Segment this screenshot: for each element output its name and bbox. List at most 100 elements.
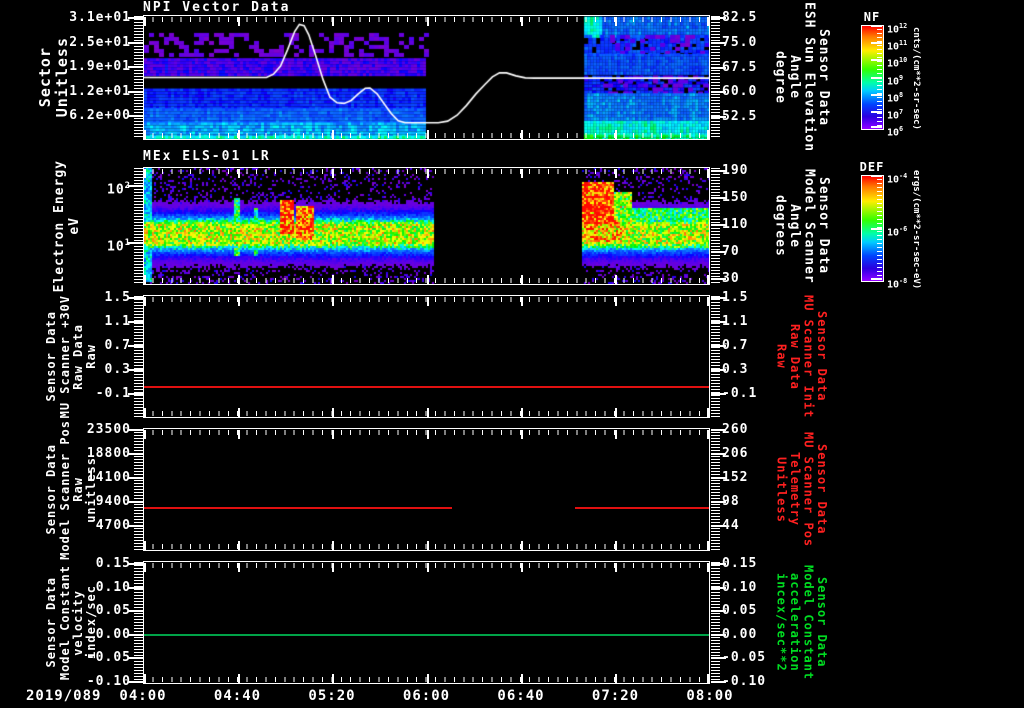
- panel-els-spectrogram: [143, 167, 710, 285]
- x-axis-major-tick: [144, 275, 146, 284]
- y-axis-major-tick: [128, 562, 144, 565]
- x-axis-major-tick: [238, 408, 241, 417]
- axis-label-scanpos-left: Sensor Data Model Scanner Pos Raw unitless: [28, 420, 116, 560]
- axis-label-line: acceleration: [788, 573, 802, 672]
- y-axis-minor-ticks-left: [134, 16, 143, 139]
- x-axis-major-tick: [426, 674, 429, 683]
- colorbar-unit-text: cnts/(cm**2-sr-sec): [911, 27, 921, 130]
- y-tick-label: 70: [722, 244, 740, 260]
- y-axis-major-tick: [128, 428, 144, 431]
- x-axis-major-tick: [707, 275, 709, 284]
- axis-label-line: Raw Data: [788, 323, 802, 390]
- axis-label-line: unitless: [84, 456, 99, 523]
- x-tick-label: 05:20: [308, 688, 356, 704]
- x-axis-major-tick: [426, 541, 429, 550]
- colorbar-tick-label: 106: [887, 125, 904, 139]
- y-axis-major-tick: [711, 251, 726, 254]
- x-axis-major-tick: [332, 408, 335, 417]
- axis-label-line: Raw: [84, 344, 99, 369]
- y-tick-label: 0.10: [722, 579, 758, 595]
- y-tick-label: 67.5: [722, 59, 758, 75]
- colorbar-tick-label: 109: [887, 73, 904, 87]
- axis-label-npi-right: Sensor Data ESH Sun Elevation Angle degree: [758, 2, 844, 152]
- axis-label-modelconst-right: Sensor Data Model Constant acceleration inc…: [758, 561, 844, 684]
- x-axis-major-tick: [332, 130, 335, 139]
- y-tick-label: -0.05: [86, 650, 131, 666]
- x-axis-major-tick: [520, 563, 523, 572]
- axis-label-line: Model Constant: [801, 564, 816, 681]
- y-axis-major-tick: [711, 320, 726, 323]
- axis-label-line: Sensor Data: [816, 28, 832, 127]
- x-axis-major-tick: [614, 275, 617, 284]
- x-axis-major-tick: [238, 674, 241, 683]
- x-axis-major-tick: [426, 275, 429, 284]
- colorbar-unit-label: cnts/(cm**2-sr-sec): [908, 15, 924, 142]
- colorbar-def-title: DEF: [859, 160, 885, 174]
- colorbar-major-tick: [871, 25, 882, 27]
- y-axis-major-tick: [128, 524, 144, 527]
- axis-label-line: Raw: [71, 477, 85, 502]
- y-axis-major-tick: [711, 369, 726, 372]
- x-axis-major-tick: [707, 169, 709, 178]
- x-axis-major-tick: [332, 17, 335, 26]
- x-axis-major-tick: [332, 297, 335, 306]
- y-tick-label: 18800: [86, 445, 131, 461]
- y-axis-major-tick: [711, 562, 726, 565]
- y-axis-major-tick: [711, 115, 726, 118]
- axis-label-line: Sensor Data: [814, 577, 829, 668]
- x-axis-major-tick: [144, 563, 146, 572]
- y-axis-major-tick: [128, 476, 144, 479]
- colorbar-major-tick: [871, 278, 882, 280]
- axis-label-line: Telemetry: [788, 452, 802, 527]
- x-axis-major-tick: [238, 430, 241, 439]
- colorbar-tick-label: 108: [887, 90, 904, 104]
- axis-label-line: MU Scanner Init: [801, 294, 816, 419]
- x-axis-major-tick: [332, 275, 335, 284]
- y-axis-major-tick: [128, 657, 144, 660]
- x-tick-label: 08:00: [686, 688, 734, 704]
- x-axis-major-tick: [144, 130, 146, 139]
- colorbar-tick-label: 1011: [887, 39, 908, 53]
- y-tick-label: 110: [722, 217, 749, 233]
- x-axis-major-tick: [426, 563, 429, 572]
- y-tick-label: -0.10: [722, 674, 767, 690]
- y-axis-major-tick: [711, 657, 726, 660]
- colorbar-tick-label: 1010: [887, 56, 908, 70]
- y-axis-major-tick: [711, 525, 726, 528]
- y-axis-major-tick: [711, 428, 726, 431]
- colorbar-major-tick: [871, 93, 882, 96]
- y-tick-label: 30: [722, 271, 740, 287]
- x-axis-major-tick: [144, 430, 146, 439]
- x-axis-date-label: 2019/089: [26, 688, 102, 704]
- data-line: [144, 506, 453, 509]
- x-axis-major-tick: [238, 563, 241, 572]
- colorbar-tick-label: 10-6: [887, 224, 908, 238]
- y-axis-major-tick: [711, 169, 726, 172]
- y-axis-minor-ticks-right: [711, 296, 720, 417]
- x-axis-major-tick: [520, 275, 523, 284]
- y-axis-major-tick: [711, 278, 726, 281]
- x-axis-major-tick: [426, 169, 429, 178]
- colorbar-major-tick: [871, 76, 882, 79]
- axis-label-line: Sensor Data: [44, 577, 59, 668]
- x-axis-major-tick: [614, 408, 617, 417]
- y-tick-label: 52.5: [722, 108, 758, 124]
- y-axis-major-tick: [128, 66, 144, 69]
- x-axis-major-tick: [426, 430, 429, 439]
- y-tick-label: 1.5: [104, 289, 131, 305]
- y-tick-label: 0.3: [722, 362, 749, 378]
- y-tick-label: 2.5e+01: [69, 34, 131, 50]
- x-axis-major-tick: [238, 130, 241, 139]
- panel-els-title: MEx ELS-01 LR: [143, 149, 271, 164]
- x-axis-major-tick: [144, 169, 146, 178]
- axis-label-scanpos-right: Sensor Data MU Scanner Pos Telemetry Unitle…: [758, 428, 844, 551]
- data-line: [574, 506, 709, 509]
- axis-label-line: Sensor Data: [44, 444, 59, 535]
- x-axis-major-tick: [707, 17, 709, 26]
- axis-label-line: Unitless: [53, 37, 71, 118]
- y-tick-label: 3.1e+01: [69, 10, 131, 26]
- x-axis-major-tick: [144, 17, 146, 26]
- x-axis-major-tick: [520, 674, 523, 683]
- x-axis-major-tick: [707, 541, 709, 550]
- x-axis-major-tick: [426, 297, 429, 306]
